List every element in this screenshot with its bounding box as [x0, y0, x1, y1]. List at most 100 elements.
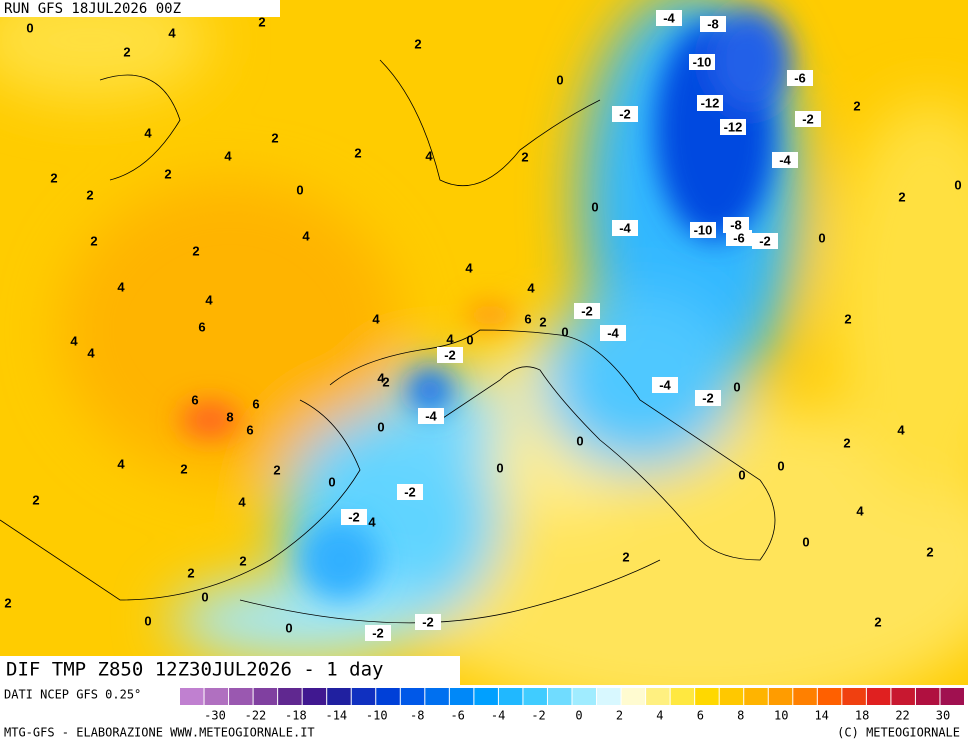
contour-label: 4 [238, 494, 246, 509]
label-box [795, 111, 821, 127]
contour-label: 2 [844, 311, 851, 326]
scale-swatch [866, 688, 891, 705]
contour-label: 2 [853, 98, 860, 113]
contour-label: -2 [444, 347, 456, 362]
scale-swatch [842, 688, 866, 705]
scale-swatch [253, 688, 278, 705]
contour-label: 2 [86, 187, 93, 202]
label-box [723, 217, 749, 233]
contour-label: -2 [348, 509, 360, 524]
contour-label: 8 [226, 409, 233, 424]
contour-label: -4 [425, 408, 437, 423]
contour-label: 4 [144, 125, 152, 140]
scale-label: 8 [737, 709, 744, 723]
scale-swatch [351, 688, 376, 705]
label-box [415, 614, 441, 630]
label-box [787, 70, 813, 86]
copyright: (C) METEOGIORNALE [837, 726, 960, 740]
contour-label: 2 [180, 461, 187, 476]
scale-label: -14 [325, 709, 347, 723]
contour-label: 4 [897, 422, 905, 437]
scale-label: -18 [285, 709, 307, 723]
contour-label: 4 [70, 333, 78, 348]
contour-label: -8 [707, 16, 719, 31]
contour-label: 2 [382, 374, 389, 389]
contour-label: 2 [239, 553, 246, 568]
contour-label: -4 [659, 377, 671, 392]
contour-label: 2 [354, 145, 361, 160]
contour-label: 2 [898, 189, 905, 204]
scale-swatch [572, 688, 597, 705]
label-box [437, 347, 463, 363]
scale-swatch [474, 688, 498, 705]
contour-label: 2 [273, 462, 280, 477]
contour-label: 2 [414, 36, 421, 51]
scale-swatch [817, 688, 842, 705]
map-title: DIF TMP Z850 12Z30JUL2026 - 1 day [6, 659, 384, 681]
scale-swatch [425, 688, 449, 705]
contour-label: 4 [205, 292, 213, 307]
contour-label: 2 [4, 595, 11, 610]
contour-label: 4 [446, 331, 454, 346]
scale-swatch [449, 688, 474, 705]
scale-swatch [597, 688, 621, 705]
contour-label: 0 [26, 20, 33, 35]
contour-label: 4 [224, 148, 232, 163]
scale-swatch [204, 688, 229, 705]
contour-label: 0 [296, 182, 303, 197]
contour-label: 0 [777, 458, 784, 473]
contour-label: -2 [404, 484, 416, 499]
contour-label: 4 [372, 311, 380, 326]
contour-label: 0 [591, 199, 598, 214]
label-box [689, 54, 715, 70]
contour-label: 2 [258, 14, 265, 29]
scale-swatch [180, 688, 204, 705]
contour-label: 4 [368, 514, 376, 529]
contour-label: 4 [87, 345, 95, 360]
credit: MTG-GFS - ELABORAZIONE WWW.METEOGIORNALE… [4, 726, 315, 740]
label-box [574, 303, 600, 319]
label-box [612, 106, 638, 122]
label-box [695, 390, 721, 406]
scale-label: 2 [616, 709, 623, 723]
scale-swatch [744, 688, 768, 705]
contour-label: -4 [607, 325, 619, 340]
contour-label: -12 [701, 95, 720, 110]
scale-swatch [940, 688, 964, 705]
contour-label: 4 [117, 456, 125, 471]
contour-label: 2 [164, 166, 171, 181]
contour-label: 0 [802, 534, 809, 549]
scale-swatch [768, 688, 793, 705]
scale-label: -6 [450, 709, 464, 723]
label-box [772, 152, 798, 168]
scale-label: 6 [697, 709, 704, 723]
contour-label: 2 [187, 565, 194, 580]
contour-label: 2 [539, 314, 546, 329]
contour-label: -2 [372, 625, 384, 640]
contour-label: -8 [730, 217, 742, 232]
run-label: RUN GFS 18JUL2026 00Z [4, 1, 181, 17]
contour-label: 4 [377, 370, 385, 385]
contour-label: 2 [192, 243, 199, 258]
scale-swatch [523, 688, 547, 705]
contour-label: -6 [733, 230, 745, 245]
contour-label: 0 [466, 332, 473, 347]
contour-label: 0 [377, 419, 384, 434]
contour-label: 6 [198, 319, 205, 334]
label-box [720, 119, 746, 135]
contour-label: 6 [191, 392, 198, 407]
scale-label: 14 [814, 709, 828, 723]
contour-label: 2 [521, 149, 528, 164]
scale-swatch [646, 688, 670, 705]
contour-label: 4 [856, 503, 864, 518]
contour-label: -12 [724, 119, 743, 134]
source: DATI NCEP GFS 0.25° [4, 688, 141, 702]
scale-swatch [670, 688, 695, 705]
contour-label: 4 [117, 279, 125, 294]
scale-label: 30 [936, 709, 950, 723]
contour-label: -10 [694, 222, 713, 237]
contour-label: 0 [144, 613, 151, 628]
scale-swatch [719, 688, 744, 705]
scale-label: -4 [491, 709, 505, 723]
